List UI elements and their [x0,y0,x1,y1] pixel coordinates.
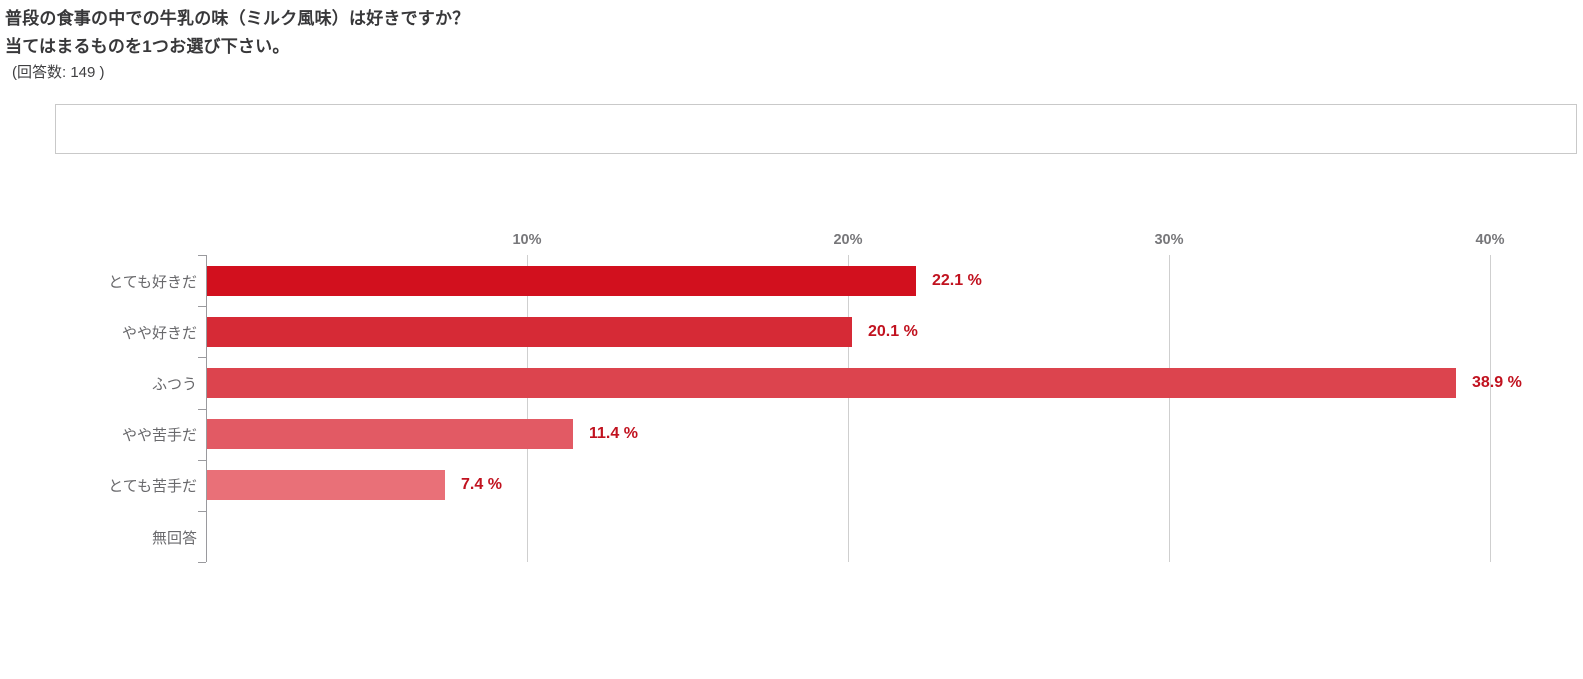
bar-value-label: 11.4 % [589,425,638,442]
y-axis-tick [198,306,206,307]
x-gridline [848,255,849,563]
category-label: やや好きだ [121,325,197,342]
category-label: やや苦手だ [121,427,197,444]
y-axis-tick [198,511,206,512]
bar [207,317,852,347]
y-axis-tick [198,460,206,461]
bar [207,470,445,500]
bar-value-label: 20.1 % [868,323,918,340]
bar [207,419,573,449]
x-axis-tick-label: 40% [1475,232,1505,248]
y-axis-tick [198,409,206,410]
category-label: 無回答 [151,530,197,547]
question-title-line2: 当てはまるものを1つお選び下さい。 [5,37,290,56]
bar-value-label: 22.1 % [932,272,982,289]
category-label: とても苦手だ [108,478,197,495]
bar-value-label: 38.9 % [1472,374,1522,391]
bar-value-label: 7.4 % [461,476,502,493]
y-axis-line [206,255,207,563]
x-gridline [1490,255,1491,563]
x-axis-tick-label: 30% [1154,232,1184,248]
x-axis-tick-label: 20% [833,232,863,248]
y-axis-tick [198,562,206,563]
bar [207,368,1456,398]
respondent-count: (回答数: 149 ) [12,64,105,81]
y-axis-tick [198,255,206,256]
x-gridline [1169,255,1170,563]
category-label: ふつう [151,376,197,393]
x-gridline [527,255,528,563]
x-axis-tick-label: 10% [512,232,542,248]
bar [207,266,916,296]
y-axis-tick [198,357,206,358]
empty-answer-box [55,104,1577,154]
category-label: とても好きだ [108,274,197,291]
question-title-line1: 普段の食事の中での牛乳の味（ミルク風味）は好きですか？ [5,9,470,28]
